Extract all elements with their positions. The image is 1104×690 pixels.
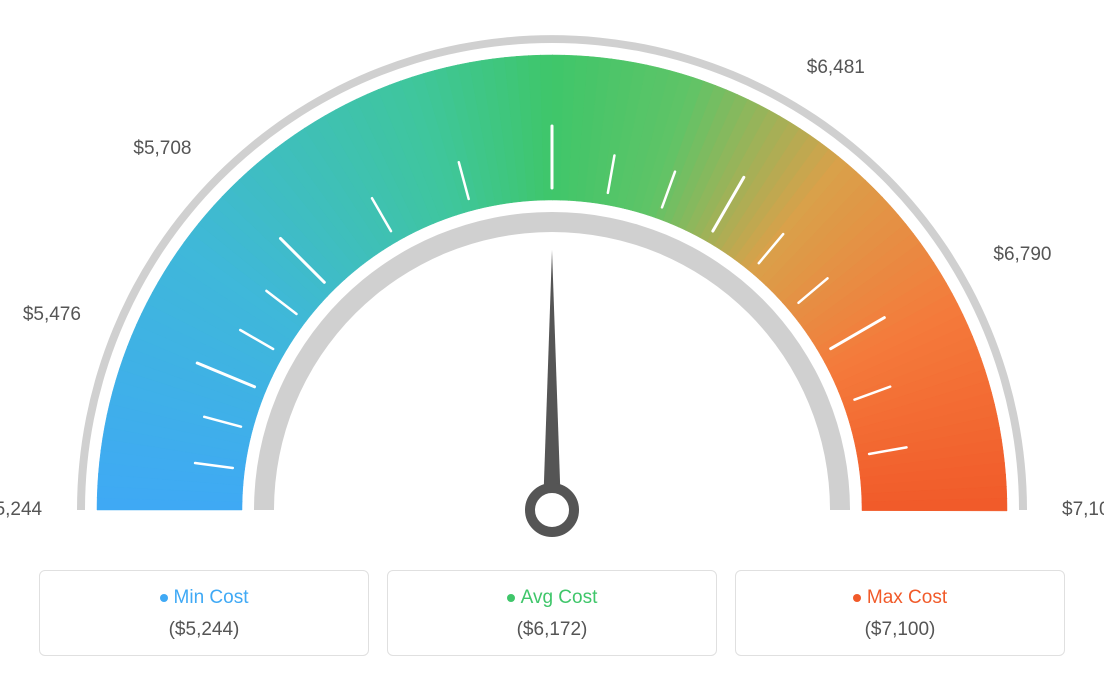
legend-dot-max [853, 594, 861, 602]
legend-title-min: Min Cost [160, 587, 249, 609]
legend-value-min: ($5,244) [40, 619, 368, 641]
legend-value-avg: ($6,172) [388, 619, 716, 641]
legend-value-max: ($7,100) [736, 619, 1064, 641]
gauge-tick-label: $5,244 [0, 499, 42, 521]
legend-card-min: Min Cost ($5,244) [39, 570, 369, 656]
legend-title-max: Max Cost [853, 587, 947, 609]
gauge-tick-label: $7,100 [1062, 499, 1104, 521]
legend-row: Min Cost ($5,244) Avg Cost ($6,172) Max … [20, 570, 1084, 656]
legend-card-max: Max Cost ($7,100) [735, 570, 1065, 656]
gauge-tick-label: $5,476 [23, 304, 81, 326]
gauge-chart: $5,244$5,476$5,708$6,172$6,481$6,790$7,1… [20, 20, 1084, 560]
legend-title-avg-text: Avg Cost [521, 587, 598, 609]
gauge-tick-label: $5,708 [133, 138, 191, 160]
legend-title-avg: Avg Cost [507, 587, 598, 609]
gauge-tick-label: $6,481 [807, 57, 865, 79]
gauge-tick-label: $6,790 [993, 244, 1051, 266]
legend-card-avg: Avg Cost ($6,172) [387, 570, 717, 656]
gauge-svg [20, 20, 1084, 560]
legend-title-min-text: Min Cost [174, 587, 249, 609]
legend-title-max-text: Max Cost [867, 587, 947, 609]
legend-dot-min [160, 594, 168, 602]
legend-dot-avg [507, 594, 515, 602]
